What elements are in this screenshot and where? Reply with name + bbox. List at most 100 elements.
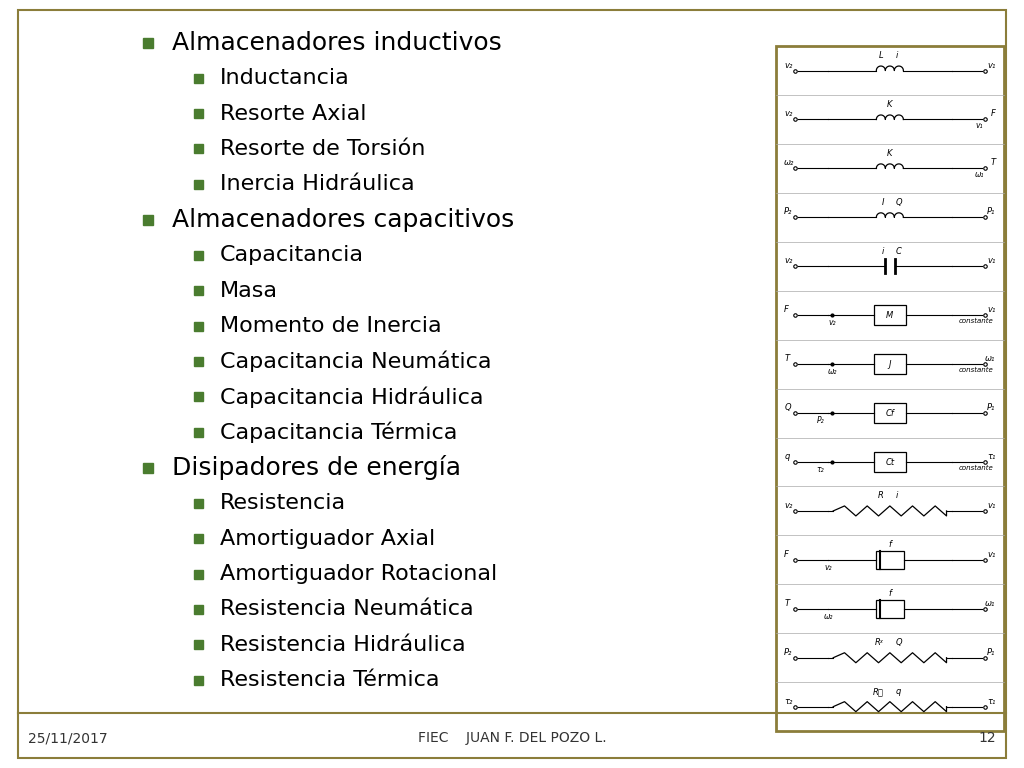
Text: constante: constante — [958, 318, 993, 324]
Bar — [194, 180, 203, 189]
Text: f: f — [889, 540, 891, 549]
Bar — [194, 641, 203, 650]
Bar — [876, 551, 904, 569]
Text: Ct: Ct — [886, 458, 894, 466]
Bar — [873, 305, 906, 325]
Text: T: T — [990, 158, 995, 167]
Text: τ₁: τ₁ — [987, 452, 995, 461]
Bar — [194, 676, 203, 685]
Text: F: F — [784, 550, 790, 559]
Bar — [873, 452, 906, 472]
Text: Rᵡ: Rᵡ — [874, 638, 884, 647]
Text: ω₂: ω₂ — [784, 158, 795, 167]
Text: F: F — [990, 110, 995, 118]
Text: v₂: v₂ — [784, 110, 793, 118]
Text: K: K — [887, 149, 893, 157]
Bar — [143, 463, 153, 473]
Text: v₁: v₁ — [987, 550, 995, 559]
Text: τ₂: τ₂ — [816, 465, 824, 474]
Text: i: i — [896, 51, 898, 60]
Bar — [194, 605, 203, 614]
Text: v₂: v₂ — [784, 257, 793, 265]
Text: Resistencia: Resistencia — [220, 493, 346, 513]
Text: Resistencia Hidráulica: Resistencia Hidráulica — [220, 635, 466, 655]
Text: T: T — [784, 599, 790, 607]
Text: Amortiguador Axial: Amortiguador Axial — [220, 528, 435, 548]
Text: C: C — [896, 247, 902, 256]
Text: Rᵜ: Rᵜ — [873, 687, 884, 696]
Text: Q: Q — [784, 403, 791, 412]
Bar — [143, 38, 153, 48]
Text: P₁: P₁ — [987, 647, 995, 657]
Text: J: J — [889, 359, 891, 369]
Text: ω₂: ω₂ — [823, 612, 833, 621]
Text: v₂: v₂ — [784, 501, 793, 510]
Text: Resistencia Neumática: Resistencia Neumática — [220, 600, 474, 620]
Bar — [194, 74, 203, 83]
Text: v₂: v₂ — [784, 61, 793, 70]
Text: v₁: v₁ — [976, 121, 983, 131]
Text: v₁: v₁ — [987, 501, 995, 510]
Text: M: M — [886, 311, 894, 319]
Text: P₂: P₂ — [784, 207, 793, 217]
Bar — [194, 322, 203, 330]
Text: P₁: P₁ — [987, 403, 995, 412]
Bar — [194, 534, 203, 543]
Text: v₂: v₂ — [828, 318, 836, 327]
Text: L: L — [880, 51, 884, 60]
Text: F: F — [784, 305, 790, 314]
Bar — [194, 392, 203, 402]
Text: v₂: v₂ — [824, 563, 831, 572]
Text: i: i — [882, 247, 884, 256]
Text: Resorte de Torsión: Resorte de Torsión — [220, 139, 425, 159]
Bar — [194, 428, 203, 437]
Text: Almacenadores inductivos: Almacenadores inductivos — [172, 31, 502, 55]
Text: ω₁: ω₁ — [975, 170, 984, 180]
Text: Disipadores de energía: Disipadores de energía — [172, 455, 461, 480]
Bar — [776, 46, 1004, 731]
Text: Amortiguador Rotacional: Amortiguador Rotacional — [220, 564, 498, 584]
Text: Resistencia Térmica: Resistencia Térmica — [220, 670, 439, 690]
Text: ω₁: ω₁ — [985, 599, 995, 607]
Text: τ₁: τ₁ — [987, 697, 995, 706]
Bar — [194, 250, 203, 260]
Bar — [194, 286, 203, 295]
Bar — [873, 403, 906, 423]
Text: K: K — [887, 100, 893, 109]
Text: Inercia Hidráulica: Inercia Hidráulica — [220, 174, 415, 194]
Text: Momento de Inercia: Momento de Inercia — [220, 316, 441, 336]
Text: Masa: Masa — [220, 280, 278, 300]
Bar — [194, 109, 203, 118]
Bar — [876, 600, 904, 617]
Text: Cf: Cf — [886, 409, 894, 418]
Text: FIEC    JUAN F. DEL POZO L.: FIEC JUAN F. DEL POZO L. — [418, 731, 606, 745]
Text: q: q — [896, 687, 901, 696]
Text: v₁: v₁ — [987, 305, 995, 314]
Text: Capacitancia: Capacitancia — [220, 245, 364, 265]
Text: T: T — [784, 354, 790, 363]
Text: I: I — [882, 197, 884, 207]
Text: v₁: v₁ — [987, 61, 995, 70]
Text: P₁: P₁ — [987, 207, 995, 217]
Text: ω₂: ω₂ — [827, 367, 837, 376]
Text: Inductancia: Inductancia — [220, 68, 350, 88]
Text: τ₂: τ₂ — [784, 697, 793, 706]
Text: Capacitancia Térmica: Capacitancia Térmica — [220, 422, 458, 443]
Text: P₂: P₂ — [784, 647, 793, 657]
Text: i: i — [896, 492, 898, 500]
Text: Q: Q — [896, 638, 902, 647]
Bar — [194, 570, 203, 578]
Text: Capacitancia Hidráulica: Capacitancia Hidráulica — [220, 386, 483, 408]
Text: ω₁: ω₁ — [985, 354, 995, 363]
Bar — [194, 498, 203, 508]
Text: f: f — [889, 589, 891, 598]
Bar — [143, 215, 153, 225]
Bar — [194, 357, 203, 366]
Text: v₁: v₁ — [987, 257, 995, 265]
Text: 12: 12 — [978, 731, 996, 745]
Text: 25/11/2017: 25/11/2017 — [28, 731, 108, 745]
Text: Q: Q — [896, 197, 902, 207]
Text: P₂: P₂ — [816, 416, 824, 425]
Bar — [873, 354, 906, 374]
Text: Resorte Axial: Resorte Axial — [220, 104, 367, 124]
